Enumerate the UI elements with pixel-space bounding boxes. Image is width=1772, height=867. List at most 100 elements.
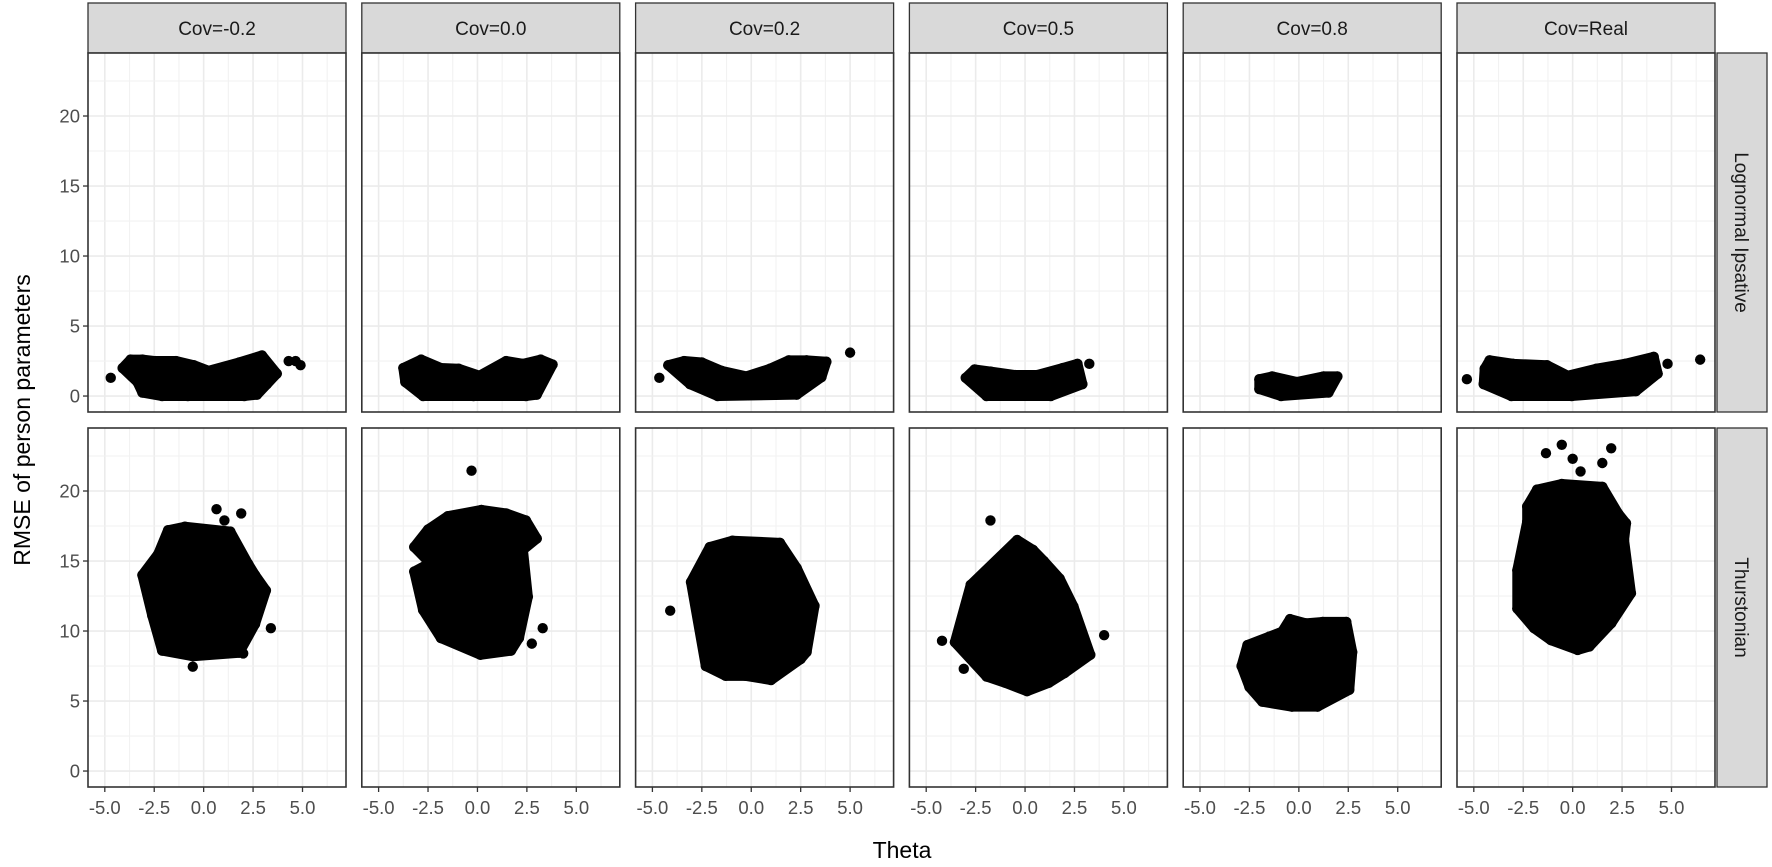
- data-point: [1528, 623, 1540, 634]
- data-point: [1597, 457, 1608, 469]
- data-point: [535, 354, 546, 365]
- data-point: [1597, 481, 1608, 493]
- panel-border: [908, 427, 1169, 788]
- data-point: [1521, 516, 1533, 528]
- x-tick-label: 2.5: [788, 797, 814, 818]
- data-point: [417, 604, 429, 616]
- data-point: [125, 354, 136, 365]
- data-point: [1540, 448, 1552, 459]
- data-point: [249, 618, 261, 630]
- data-point: [505, 645, 517, 656]
- data-point: [137, 569, 148, 581]
- x-tick-label: 2.5: [1062, 797, 1088, 818]
- data-point: [1254, 383, 1265, 395]
- x-tick-label: -5.0: [1184, 797, 1216, 818]
- data-point: [295, 360, 306, 371]
- data-point: [522, 591, 534, 602]
- data-point: [225, 526, 236, 537]
- data-point: [1512, 564, 1523, 576]
- data-point: [271, 368, 283, 379]
- data-point: [1591, 363, 1602, 374]
- x-tick-label: -2.5: [1507, 797, 1539, 818]
- x-tick-label: 5.0: [1659, 797, 1685, 818]
- column-strip-label: Cov=Real: [1544, 19, 1628, 40]
- column-strip-label: Cov=0.0: [455, 19, 526, 40]
- y-tick-label: 20: [59, 106, 80, 127]
- data-point: [684, 378, 696, 390]
- data-point: [415, 354, 427, 365]
- data-point: [520, 390, 532, 402]
- data-point: [408, 541, 420, 553]
- x-tick-label: 2.5: [240, 797, 266, 818]
- data-point: [1619, 358, 1631, 370]
- data-point: [1575, 466, 1586, 477]
- x-tick-label: -5.0: [636, 797, 668, 818]
- panel-background: [361, 53, 620, 412]
- data-point: [654, 372, 665, 384]
- panel-border: [87, 52, 347, 413]
- x-tick-label: -5.0: [910, 797, 942, 818]
- data-point: [162, 525, 174, 536]
- data-point: [801, 646, 812, 658]
- data-point: [816, 371, 827, 383]
- data-point: [1057, 362, 1068, 374]
- column-strip-label: Cov=0.5: [1003, 19, 1074, 40]
- data-point: [716, 365, 727, 377]
- data-point: [1541, 360, 1553, 371]
- data-point: [1286, 701, 1298, 712]
- data-point: [513, 632, 525, 644]
- panel-border: [360, 52, 621, 413]
- data-point: [242, 558, 254, 570]
- data-point: [547, 359, 558, 370]
- y-tick-label: 20: [59, 481, 80, 502]
- data-point: [1275, 390, 1287, 402]
- data-point: [1000, 677, 1011, 689]
- data-point: [187, 651, 198, 662]
- data-point: [1508, 358, 1519, 370]
- panel: [360, 52, 621, 413]
- data-point: [156, 645, 168, 656]
- data-point: [211, 504, 222, 515]
- data-point: [1291, 376, 1303, 388]
- panel-border: [1182, 52, 1442, 413]
- data-point: [1254, 374, 1265, 385]
- data-point: [720, 670, 731, 682]
- data-point: [435, 362, 447, 374]
- data-point: [696, 357, 708, 368]
- data-point: [1341, 616, 1352, 628]
- x-tick-label: -5.0: [89, 797, 121, 818]
- row-strip-label: Thurstonian: [1730, 557, 1751, 657]
- panel-background: [909, 53, 1168, 412]
- data-point: [150, 355, 161, 367]
- data-point: [531, 389, 542, 400]
- data-point: [1077, 378, 1088, 390]
- data-point: [1545, 634, 1557, 646]
- strip-background: [361, 2, 621, 54]
- x-tick-label: -5.0: [1458, 797, 1490, 818]
- data-point: [1318, 371, 1329, 382]
- data-point: [1009, 369, 1021, 381]
- data-point: [1612, 508, 1624, 519]
- data-point: [1567, 453, 1578, 465]
- column-strip: Cov=0.8: [1182, 2, 1442, 54]
- data-point: [1043, 677, 1054, 689]
- data-point: [985, 366, 996, 377]
- data-point: [417, 390, 429, 402]
- data-point: [1606, 618, 1617, 629]
- data-point: [1323, 387, 1334, 398]
- panel-background: [635, 53, 894, 412]
- data-point: [960, 372, 971, 384]
- panel: [634, 427, 895, 788]
- data-point: [1344, 684, 1355, 696]
- data-point: [1021, 686, 1033, 697]
- data-point: [260, 585, 272, 596]
- row-strip: Thurstonian: [1716, 427, 1768, 788]
- x-tick-label: 5.0: [837, 797, 863, 818]
- data-point: [795, 653, 806, 665]
- column-strip: Cov=0.2: [634, 2, 895, 54]
- data-point: [435, 632, 447, 644]
- data-point: [137, 387, 148, 398]
- x-tick-label: 0.0: [191, 797, 217, 818]
- column-strip: Cov=-0.2: [87, 2, 347, 54]
- data-point: [219, 515, 230, 526]
